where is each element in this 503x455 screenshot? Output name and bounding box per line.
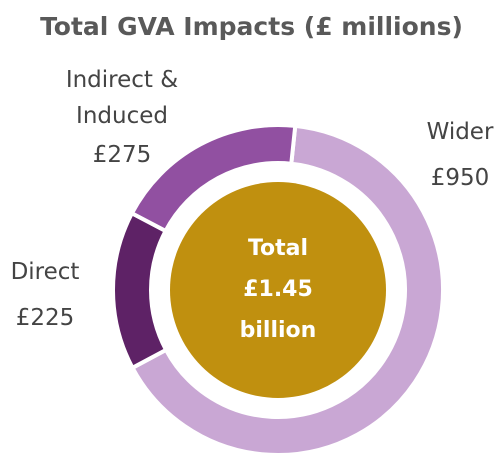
center-disc [170, 182, 386, 398]
segment-label: Wider [426, 119, 494, 145]
donut-segment [111, 210, 169, 371]
donut-segment [129, 123, 298, 234]
value-label: £225 [15, 305, 75, 331]
donut-segment [129, 123, 445, 455]
center-label: Total £1.45 billion [239, 236, 317, 343]
chart-title: Total GVA Impacts (£ millions) [40, 12, 463, 41]
segment-label: Direct [10, 259, 80, 285]
value-label: £275 [92, 142, 152, 168]
value-label: £950 [430, 165, 490, 191]
segment-label: Indirect & Induced [65, 67, 179, 129]
